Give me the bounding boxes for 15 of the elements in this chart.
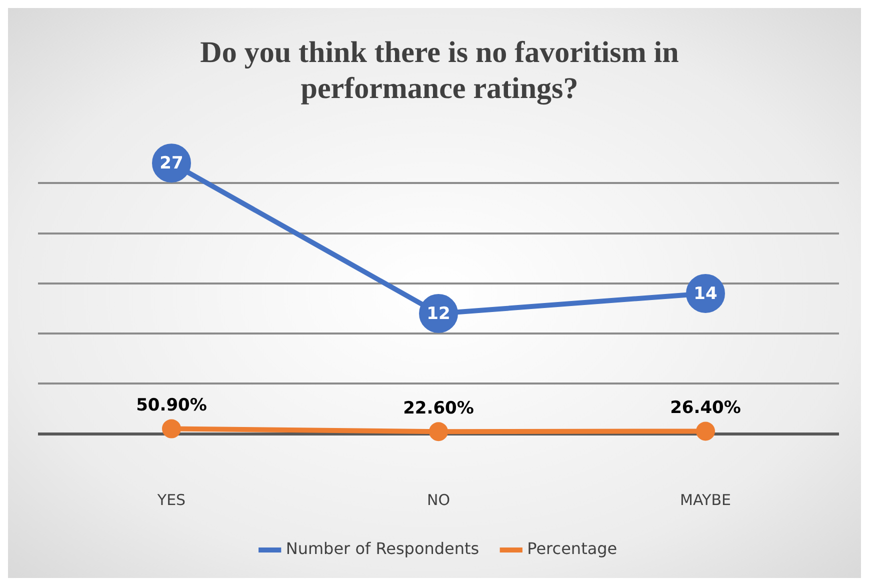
data-label: 12 xyxy=(426,304,450,324)
data-label: 27 xyxy=(160,154,184,174)
chart-title: Do you think there is no favoritism in performance ratings? xyxy=(200,36,680,105)
point xyxy=(696,422,715,441)
point xyxy=(429,422,448,442)
data-label: 50.90% xyxy=(136,396,207,416)
x-tick-label: YES xyxy=(156,490,186,509)
data-label: 14 xyxy=(694,284,718,304)
data-label: 26.40% xyxy=(670,398,741,418)
point xyxy=(162,419,181,438)
legend-label: Percentage xyxy=(527,539,618,558)
legend-label: Number of Respondents xyxy=(286,539,480,558)
x-tick-label: NO xyxy=(426,490,450,509)
x-tick-label: MAYBE xyxy=(680,490,731,509)
data-label: 22.60% xyxy=(403,398,474,419)
